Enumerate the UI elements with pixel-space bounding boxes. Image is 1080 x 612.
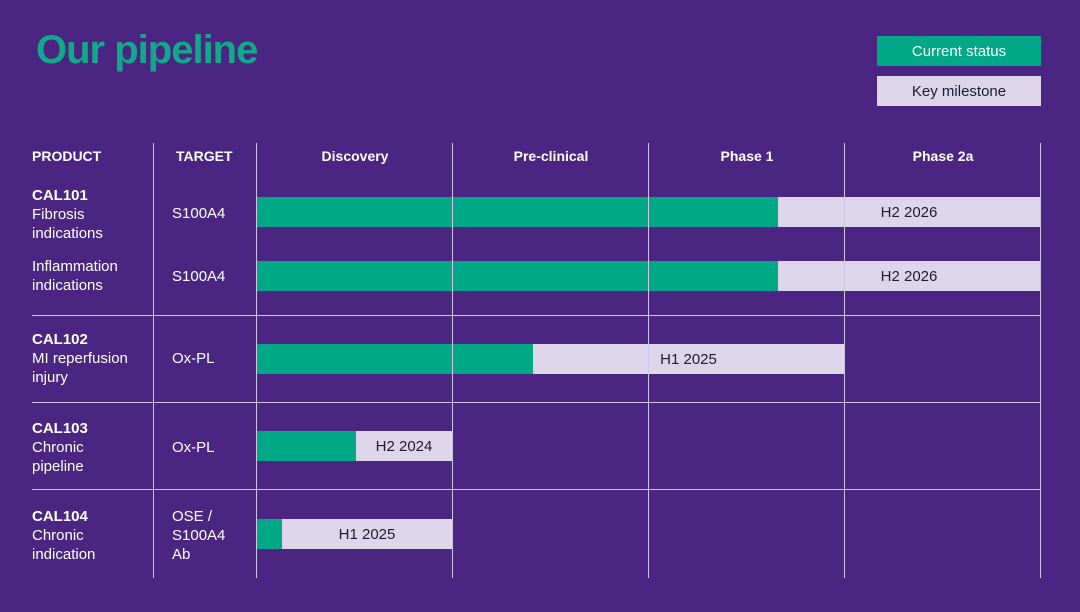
target-label: OSE / S100A4 Ab — [172, 508, 226, 563]
key-milestone-bar: H2 2026 — [778, 197, 1040, 227]
product-label: CAL103 Chronic pipeline — [32, 419, 132, 476]
column-header-target: TARGET — [176, 148, 233, 164]
product-code: CAL103 — [32, 420, 88, 437]
grid-line-horizontal — [32, 489, 1041, 490]
product-code: CAL104 — [32, 508, 88, 525]
bar-divider — [452, 344, 453, 374]
target-label: S100A4 — [172, 205, 226, 222]
bar-divider — [452, 197, 453, 227]
key-milestone-bar: H1 2025 — [533, 344, 844, 374]
product-label: CAL104 Chronic indication — [32, 507, 132, 564]
column-header-phase-2a: Phase 2a — [912, 148, 974, 164]
product-label: CAL101 Fibrosis indications — [32, 186, 132, 243]
target-label: Ox-PL — [172, 350, 215, 367]
product-description: Chronic pipeline — [32, 439, 84, 475]
product-description: Inflammation indications — [32, 258, 118, 294]
column-header-discovery: Discovery — [321, 148, 389, 164]
product-description: Chronic indication — [32, 527, 96, 563]
product-code: CAL102 — [32, 331, 88, 348]
current-status-bar — [257, 344, 533, 374]
grid-line-horizontal — [32, 315, 1041, 316]
bar-divider — [452, 261, 453, 291]
key-milestone-bar: H1 2025 — [282, 519, 452, 549]
key-milestone-bar: H2 2024 — [356, 431, 452, 461]
bar-divider — [648, 344, 649, 374]
legend-key-milestone: Key milestone — [877, 76, 1041, 106]
product-description: MI reperfusion injury — [32, 350, 128, 386]
current-status-bar — [257, 197, 778, 227]
column-header-pre-clinical: Pre-clinical — [513, 148, 589, 164]
grid-line-vertical — [1040, 143, 1041, 578]
grid-line-horizontal — [32, 402, 1041, 403]
bar-divider — [844, 261, 845, 291]
column-header-product: PRODUCT — [32, 148, 102, 164]
column-header-phase-1: Phase 1 — [720, 148, 774, 164]
product-code: CAL101 — [32, 187, 88, 204]
product-description: Fibrosis indications — [32, 206, 103, 242]
product-label: CAL102 MI reperfusion injury — [32, 330, 144, 387]
legend-current-status: Current status — [877, 36, 1041, 66]
bar-divider — [844, 197, 845, 227]
current-status-bar — [257, 519, 282, 549]
grid-line-vertical — [844, 143, 845, 578]
bar-divider — [648, 261, 649, 291]
key-milestone-bar: H2 2026 — [778, 261, 1040, 291]
page-title: Our pipeline — [36, 28, 258, 72]
target-label: S100A4 — [172, 268, 226, 285]
current-status-bar — [257, 261, 778, 291]
bar-divider — [648, 197, 649, 227]
grid-line-vertical — [256, 143, 257, 578]
target-label: Ox-PL — [172, 439, 215, 456]
grid-line-vertical — [153, 143, 154, 578]
current-status-bar — [257, 431, 356, 461]
product-label: Inflammation indications — [32, 257, 144, 295]
